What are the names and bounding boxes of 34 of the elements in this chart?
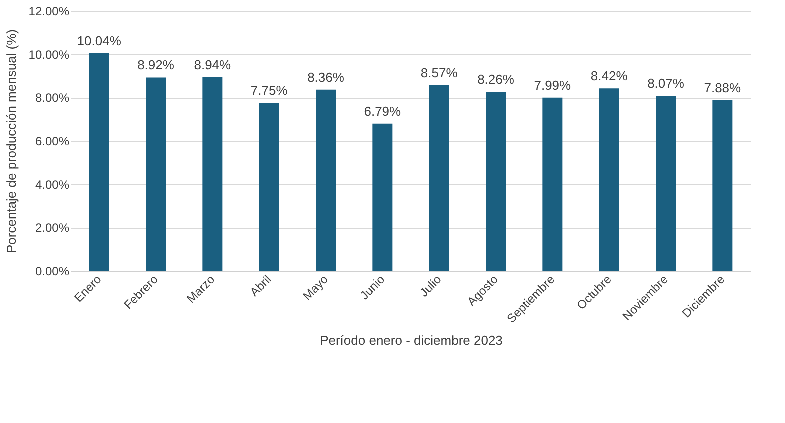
bar <box>259 103 280 271</box>
bar <box>429 85 450 271</box>
bar <box>372 124 393 271</box>
data-label: 7.75% <box>250 83 288 98</box>
y-tick-label: 6.00% <box>35 134 70 148</box>
bar <box>316 90 336 271</box>
y-tick-label: 0.00% <box>35 264 70 278</box>
data-label: 8.26% <box>478 72 515 88</box>
data-label: 7.99% <box>534 78 572 93</box>
data-label: 8.07% <box>648 76 685 92</box>
data-label: 6.79% <box>364 104 402 119</box>
data-label: 8.92% <box>138 58 175 73</box>
bar <box>599 88 620 271</box>
bar <box>542 98 563 271</box>
data-label: 7.88% <box>704 80 742 96</box>
data-label: 8.57% <box>420 65 458 80</box>
data-label: 8.36% <box>308 70 345 85</box>
bar <box>712 100 733 271</box>
bar <box>486 92 506 271</box>
data-label: 8.94% <box>194 57 232 72</box>
y-tick-label: 10.00% <box>28 48 70 62</box>
y-tick-label: 8.00% <box>35 91 70 106</box>
bar <box>146 78 166 271</box>
y-axis-title: Porcentaje de producción mensual (%) <box>4 29 19 254</box>
x-axis-title: Período enero - diciembre 2023 <box>320 333 503 348</box>
bar <box>202 77 223 271</box>
data-label: 8.42% <box>590 68 628 84</box>
bar <box>656 96 676 271</box>
data-label: 10.04% <box>77 33 122 48</box>
y-tick-label: 12.00% <box>28 4 70 18</box>
y-tick-label: 4.00% <box>35 178 70 192</box>
bar <box>89 53 110 271</box>
x-tick-label: Julio <box>416 272 445 300</box>
y-tick-label: 2.00% <box>35 221 70 236</box>
